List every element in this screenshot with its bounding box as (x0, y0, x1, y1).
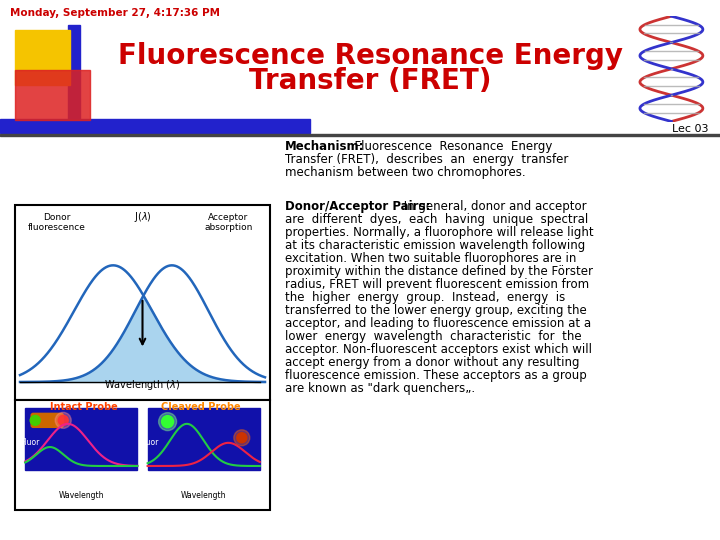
Bar (15, 70, 90, 120)
Text: Monday, September 27, 4:17:36 PM: Monday, September 27, 4:17:36 PM (10, 8, 220, 18)
Bar (15, 30, 70, 85)
Bar (0, 133, 720, 136)
Text: Transfer (FRET),  describes  an  energy  transfer: Transfer (FRET), describes an energy tra… (285, 153, 568, 166)
Text: Wavelength: Wavelength (181, 491, 227, 500)
Text: transferred to the lower energy group, exciting the: transferred to the lower energy group, e… (285, 304, 587, 317)
Text: acceptor, and leading to fluorescence emission at a: acceptor, and leading to fluorescence em… (285, 317, 591, 330)
Text: Transfer (FRET): Transfer (FRET) (248, 67, 491, 95)
Circle shape (237, 433, 247, 443)
Text: In general, donor and acceptor: In general, donor and acceptor (400, 200, 587, 213)
Text: Donor
fluorescence: Donor fluorescence (28, 213, 86, 232)
Bar (148, 408, 260, 470)
Text: J($\lambda$): J($\lambda$) (134, 210, 151, 224)
Text: mechanism between two chromophores.: mechanism between two chromophores. (285, 166, 526, 179)
Text: Mechanism:: Mechanism: (285, 140, 364, 153)
Text: Fluorescence Resonance Energy: Fluorescence Resonance Energy (117, 42, 623, 70)
Text: the  higher  energy  group.  Instead,  energy  is: the higher energy group. Instead, energy… (285, 291, 565, 304)
Text: are  different  dyes,  each  having  unique  spectral: are different dyes, each having unique s… (285, 213, 588, 226)
Circle shape (30, 415, 40, 426)
Text: acceptor. Non-fluorescent acceptors exist which will: acceptor. Non-fluorescent acceptors exis… (285, 343, 592, 356)
Text: proximity within the distance defined by the Förster: proximity within the distance defined by… (285, 265, 593, 278)
Text: accept energy from a donor without any resulting: accept energy from a donor without any r… (285, 356, 580, 369)
Text: at its characteristic emission wavelength following: at its characteristic emission wavelengt… (285, 239, 585, 252)
Text: Wavelength: Wavelength (58, 491, 104, 500)
Text: Donor/Acceptor Pairs:: Donor/Acceptor Pairs: (285, 200, 431, 213)
Text: are known as "dark quenchers„.: are known as "dark quenchers„. (285, 382, 475, 395)
Text: Wavelength ($\lambda$): Wavelength ($\lambda$) (104, 378, 181, 392)
Text: radius, FRET will prevent fluorescent emission from: radius, FRET will prevent fluorescent em… (285, 278, 589, 291)
Bar (15, 400, 270, 510)
Text: excitation. When two suitable fluorophores are in: excitation. When two suitable fluorophor… (285, 252, 577, 265)
Bar (15, 205, 270, 400)
Text: Fluor: Fluor (20, 437, 40, 447)
Circle shape (234, 430, 250, 446)
Text: properties. Normally, a fluorophore will release light: properties. Normally, a fluorophore will… (285, 226, 593, 239)
Bar (0, 119, 310, 133)
Text: Intact Probe: Intact Probe (50, 402, 118, 412)
Text: lower  energy  wavelength  characteristic  for  the: lower energy wavelength characteristic f… (285, 330, 582, 343)
Text: Cleaved Probe: Cleaved Probe (161, 402, 241, 412)
Circle shape (161, 416, 174, 428)
Text: Acceptor
absorption: Acceptor absorption (204, 213, 253, 232)
Circle shape (55, 413, 71, 428)
Bar (25, 408, 138, 470)
Text: Fluorescence  Resonance  Energy: Fluorescence Resonance Energy (347, 140, 552, 153)
Circle shape (58, 415, 68, 426)
Text: fluorescence emission. These acceptors as a group: fluorescence emission. These acceptors a… (285, 369, 587, 382)
FancyBboxPatch shape (31, 413, 63, 427)
Circle shape (158, 413, 176, 430)
Text: Lec 03: Lec 03 (672, 124, 708, 134)
Bar (68, 25, 80, 120)
Text: Fluor: Fluor (140, 437, 159, 447)
